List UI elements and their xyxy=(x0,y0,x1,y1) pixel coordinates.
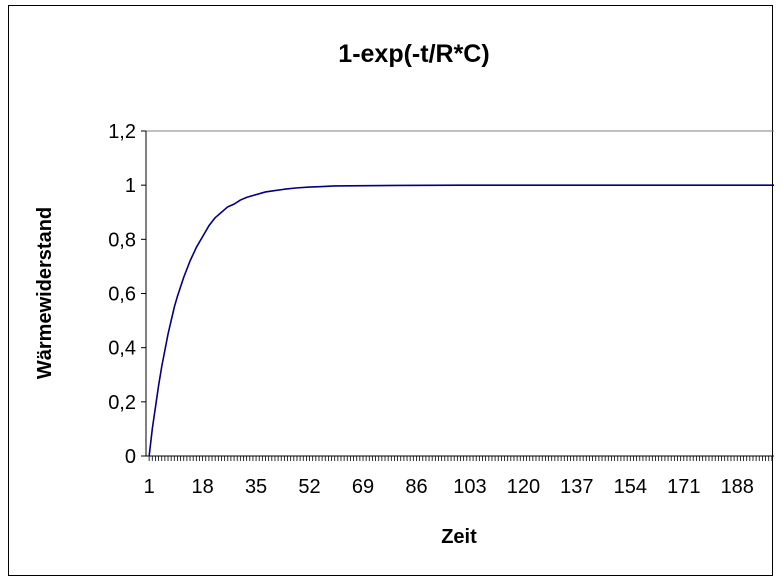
x-axis-title: Zeit xyxy=(441,526,477,548)
x-tick-label: 137 xyxy=(560,476,593,498)
x-tick-label: 1 xyxy=(144,476,155,498)
x-tick-label: 188 xyxy=(721,476,754,498)
x-tick-label: 103 xyxy=(453,476,486,498)
x-tick-label: 120 xyxy=(507,476,540,498)
plot-box xyxy=(145,130,774,457)
x-tick-label: 35 xyxy=(245,476,267,498)
series-layer xyxy=(148,184,774,457)
plot-area xyxy=(145,130,774,457)
chart-title: 1-exp(-t/R*C) xyxy=(338,40,489,68)
x-axis: 1 18 35 52 69 86 103 120 137 154 171 188 xyxy=(144,455,774,498)
y-tick-label: 1 xyxy=(125,175,136,197)
x-tick-label: 86 xyxy=(405,476,427,498)
y-tick-label: 0,2 xyxy=(108,392,136,414)
y-tick-label: 0 xyxy=(125,446,136,468)
y-tick-label: 0,8 xyxy=(108,229,136,251)
y-tick-label: 1,2 xyxy=(108,121,136,143)
x-tick-label: 18 xyxy=(191,476,213,498)
series-line xyxy=(148,184,774,457)
y-axis-title: Wärmewiderstand xyxy=(34,207,56,379)
chart-frame: 1-exp(-t/R*C) 0 0,2 0,4 0,6 0,8 1 1,2 1 18 35 52 6… xyxy=(8,5,774,576)
x-tick-label: 69 xyxy=(352,476,374,498)
y-tick-label: 0,4 xyxy=(108,338,136,360)
x-tick-label: 52 xyxy=(298,476,320,498)
x-tick-label: 154 xyxy=(614,476,647,498)
x-tick-label: 171 xyxy=(667,476,700,498)
y-tick-label: 0,6 xyxy=(108,284,136,306)
chart-svg: 1-exp(-t/R*C) 0 0,2 0,4 0,6 0,8 1 1,2 1 18 35 52 6… xyxy=(34,40,774,548)
y-axis: 0 0,2 0,4 0,6 0,8 1 1,2 xyxy=(108,121,147,468)
